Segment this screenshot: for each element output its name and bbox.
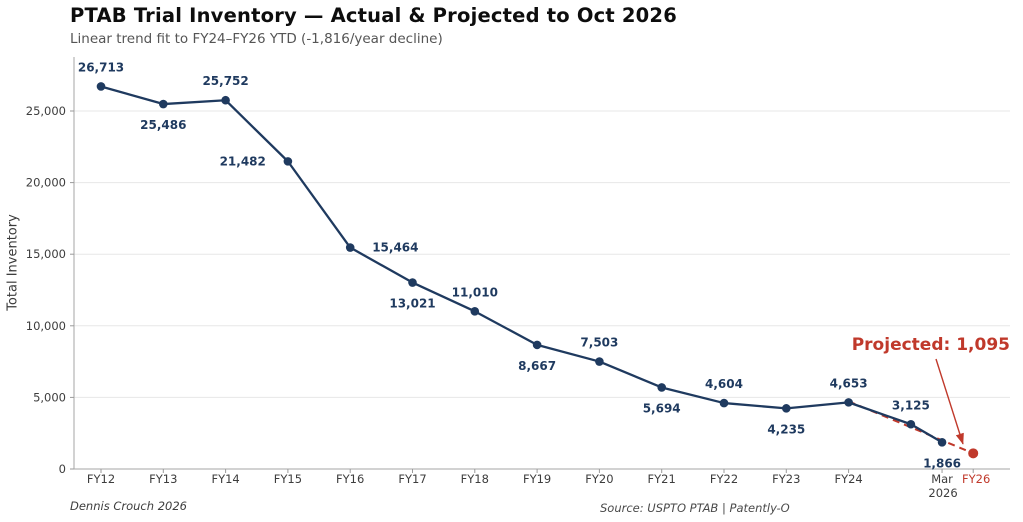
data-point-marker bbox=[906, 419, 916, 429]
footer-source: Source: USPTO PTAB | Patently-O bbox=[600, 501, 790, 515]
data-point-label: 11,010 bbox=[452, 285, 498, 299]
data-point-label: 3,125 bbox=[892, 398, 930, 412]
x-tick-label: FY15 bbox=[274, 472, 302, 486]
data-point-marker bbox=[283, 157, 293, 166]
x-tick-label: FY24 bbox=[834, 472, 862, 486]
data-point-marker bbox=[159, 99, 168, 109]
data-point-marker bbox=[408, 278, 417, 287]
y-tick-label: 25,000 bbox=[26, 104, 66, 118]
data-point-marker bbox=[937, 437, 947, 447]
data-point-label: 4,235 bbox=[767, 422, 805, 436]
x-tick-label-line2: 2026 bbox=[928, 486, 957, 500]
y-tick-label: 5,000 bbox=[33, 390, 66, 404]
data-point-label: 21,482 bbox=[220, 154, 266, 168]
x-tick-label: Mar 2026 bbox=[928, 472, 957, 500]
x-tick-label: FY21 bbox=[648, 472, 676, 486]
x-tick-label: FY14 bbox=[211, 472, 239, 486]
y-tick-label: 0 bbox=[59, 462, 66, 476]
data-point-marker bbox=[345, 243, 355, 252]
y-tick-label: 15,000 bbox=[26, 247, 66, 261]
x-tick-label-projected: FY26 bbox=[962, 472, 990, 486]
data-point-marker bbox=[595, 357, 604, 366]
annotation-arrow bbox=[935, 358, 964, 445]
data-point-label: 13,021 bbox=[389, 297, 435, 311]
data-point-marker bbox=[96, 82, 106, 91]
data-point-marker bbox=[782, 404, 791, 413]
x-tick-label: FY20 bbox=[585, 472, 613, 486]
data-point-label: 26,713 bbox=[78, 60, 124, 74]
data-point-marker bbox=[470, 307, 480, 316]
projection-trend-line bbox=[848, 400, 974, 455]
actual-series-line bbox=[99, 85, 944, 444]
x-tick-label: FY13 bbox=[149, 472, 177, 486]
x-tick-label: FY19 bbox=[523, 472, 551, 486]
chart-subtitle: Linear trend fit to FY24–FY26 YTD (-1,81… bbox=[70, 31, 443, 47]
x-tick-label: FY18 bbox=[461, 472, 489, 486]
data-point-label: 1,866 bbox=[923, 456, 961, 470]
x-tick-label: FY22 bbox=[710, 472, 738, 486]
data-point-marker bbox=[532, 340, 542, 350]
chart-title: PTAB Trial Inventory — Actual & Projecte… bbox=[70, 4, 677, 27]
data-point-label: 25,486 bbox=[140, 118, 186, 132]
data-point-label: 5,694 bbox=[643, 401, 681, 415]
y-tick-label: 20,000 bbox=[26, 176, 66, 190]
data-point-label: 7,503 bbox=[580, 336, 618, 350]
data-point-label: 4,653 bbox=[830, 376, 868, 390]
footer-credit: Dennis Crouch 2026 bbox=[70, 499, 187, 513]
data-point-marker bbox=[719, 398, 729, 408]
data-point-label: 25,752 bbox=[202, 74, 248, 88]
data-point-label: 15,464 bbox=[372, 241, 418, 255]
x-tick-label: FY17 bbox=[398, 472, 426, 486]
projected-point-marker bbox=[968, 448, 979, 459]
y-tick-label: 10,000 bbox=[26, 319, 66, 333]
data-point-marker bbox=[221, 95, 230, 105]
projection-annotation: Projected: 1,095 bbox=[851, 335, 1010, 355]
x-tick-label: FY16 bbox=[336, 472, 364, 486]
data-point-label: 8,667 bbox=[518, 359, 556, 373]
x-tick-label: FY12 bbox=[87, 472, 115, 486]
data-point-label: 4,604 bbox=[705, 377, 743, 391]
x-tick-label: FY23 bbox=[772, 472, 800, 486]
data-point-marker bbox=[657, 383, 666, 392]
data-point-marker bbox=[844, 398, 853, 407]
